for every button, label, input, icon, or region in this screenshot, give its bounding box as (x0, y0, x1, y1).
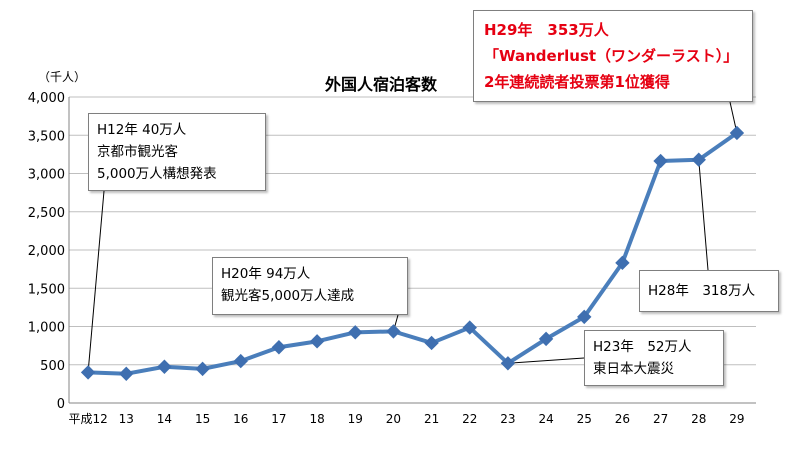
x-tick-label: 14 (157, 412, 172, 426)
callout-leader-lines (87, 101, 738, 373)
callout-h20: H20年 94万人 観光客5,000万人達成 (212, 257, 408, 315)
x-tick-label: 28 (691, 412, 706, 426)
y-tick-label: 1,000 (28, 321, 65, 336)
leader-line (698, 159, 709, 271)
callout-h23-line: H23年 52万人 (593, 339, 692, 355)
x-axis-ticks: 平成12 13 14 15 16 17 18 19 20 21 22 23 24 25 26 27 28 29 (68, 412, 744, 426)
y-tick-label: 500 (40, 359, 65, 374)
callout-h29-line: 「Wanderlust（ワンダーラスト）」 (484, 47, 739, 65)
y-tick-label: 0 (57, 397, 65, 412)
x-tick-label: 27 (653, 412, 668, 426)
data-point (615, 255, 630, 271)
callout-h29-line: 2年連続読者投票第1位獲得 (484, 73, 670, 91)
data-point (500, 356, 516, 371)
x-tick-label: 19 (348, 412, 363, 426)
data-point (195, 361, 210, 377)
callout-h12: H12年 40万人 京都市観光客 5,000万人構想発表 (88, 113, 266, 191)
y-tick-label: 4,000 (28, 91, 65, 106)
data-point (462, 320, 477, 335)
callout-h12-line: H12年 40万人 (97, 122, 187, 138)
data-point (691, 152, 706, 167)
y-tick-label: 3,000 (28, 168, 65, 183)
callout-h12-line: 京都市観光客 (97, 144, 178, 160)
y-tick-label: 2,500 (28, 206, 65, 221)
callout-h28: H28年 318万人 (639, 270, 779, 312)
data-point (309, 334, 325, 349)
data-point (80, 365, 96, 380)
data-point (577, 309, 592, 325)
x-tick-label: 18 (309, 412, 324, 426)
y-axis-ticks: 0 500 1,000 1,500 2,000 2,500 3,000 3,500 4,000 (28, 91, 65, 412)
y-tick-label: 1,500 (28, 282, 65, 297)
series-1 (80, 125, 745, 381)
x-tick-label: 24 (538, 412, 553, 426)
x-tick-label: 25 (577, 412, 592, 426)
data-point (729, 125, 745, 141)
data-point (538, 331, 554, 347)
callout-h20-line: H20年 94万人 (221, 266, 311, 282)
callout-h12-line: 5,000万人構想発表 (97, 166, 217, 182)
x-tick-label: 17 (271, 412, 286, 426)
x-tick-label: 13 (119, 412, 134, 426)
callout-h28-line: H28年 318万人 (648, 283, 756, 299)
data-point (157, 359, 172, 374)
data-point (348, 325, 363, 340)
x-tick-label: 23 (500, 412, 515, 426)
callout-h29: H29年 353万人 「Wanderlust（ワンダーラスト）」 2年連続読者投… (473, 10, 753, 102)
callout-h20-line: 観光客5,000万人達成 (221, 288, 355, 304)
y-tick-label: 3,500 (28, 129, 65, 144)
data-point (386, 324, 401, 339)
y-tick-label: 2,000 (28, 244, 65, 259)
x-tick-label: 平成12 (68, 412, 107, 426)
x-tick-label: 26 (615, 412, 630, 426)
callout-h23-line: 東日本大震災 (593, 361, 674, 377)
y-axis-unit: （千人） (38, 70, 86, 84)
x-tick-label: 15 (195, 412, 210, 426)
x-tick-label: 21 (424, 412, 439, 426)
chart-title: 外国人宿泊客数 (324, 75, 438, 94)
x-tick-label: 22 (462, 412, 477, 426)
x-tick-label: 20 (386, 412, 401, 426)
callout-h23: H23年 52万人 東日本大震災 (584, 330, 724, 386)
data-point (271, 340, 287, 355)
leader-line (507, 357, 585, 364)
x-tick-label: 16 (233, 412, 248, 426)
data-point (233, 353, 248, 369)
callout-h29-line: H29年 353万人 (484, 21, 609, 39)
x-tick-label: 29 (729, 412, 744, 426)
data-point (424, 335, 439, 351)
leader-line (87, 190, 105, 373)
data-point (653, 153, 668, 169)
data-point (119, 366, 134, 381)
